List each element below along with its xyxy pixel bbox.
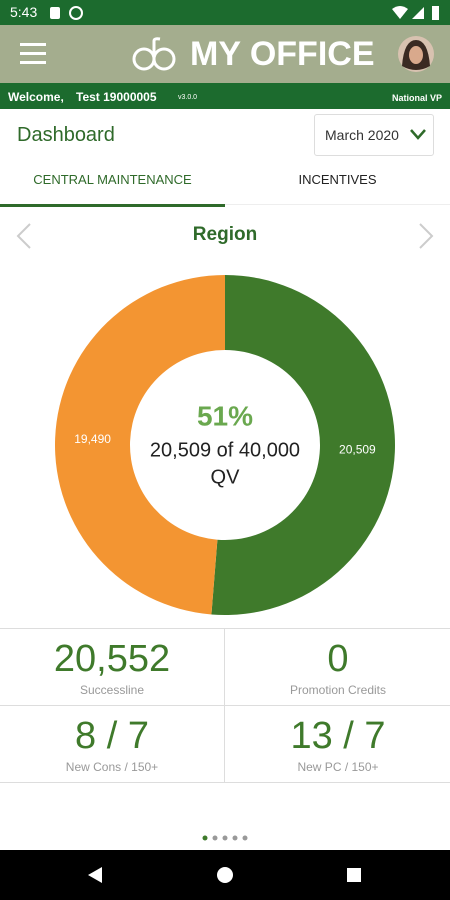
logo <box>132 37 176 71</box>
app-title: MY OFFICE <box>190 35 375 73</box>
welcome-bar: Welcome, Test 19000005 v3.0.0 National V… <box>0 83 450 109</box>
divider <box>0 705 450 706</box>
slice-label: 19,490 <box>74 432 111 446</box>
page-indicator <box>202 835 248 841</box>
nav-bar <box>0 850 450 900</box>
tab[interactable]: INCENTIVES <box>225 162 450 205</box>
status-time: 5:43 <box>10 4 38 20</box>
stat-value: 8 / 7 <box>75 715 149 757</box>
stat-value: 13 / 7 <box>290 715 386 757</box>
stat-value: 0 <box>327 638 349 680</box>
back-button[interactable] <box>88 867 102 883</box>
donut-slice <box>211 275 395 615</box>
stat-label: Successline <box>79 683 145 697</box>
stat-label: Promotion Credits <box>289 683 387 697</box>
avatar[interactable] <box>398 36 434 72</box>
divider <box>0 628 450 629</box>
page-title: Dashboard <box>17 124 115 146</box>
stat-label: New PC / 150+ <box>297 760 379 774</box>
welcome-label: Welcome, <box>8 90 64 104</box>
center-unit: QV <box>211 466 241 488</box>
version: v3.0.0 <box>178 94 198 101</box>
status-bar: 5:43 <box>0 0 450 25</box>
stat-tile: 20,552 Successline <box>0 629 224 705</box>
tab-label: CENTRAL MAINTENANCE <box>33 172 192 187</box>
status-right-icons <box>392 6 439 20</box>
month-label: March 2020 <box>325 127 399 143</box>
tab[interactable]: CENTRAL MAINTENANCE <box>0 162 225 207</box>
recents-button[interactable] <box>347 868 361 882</box>
app-header: MY OFFICE <box>0 25 450 83</box>
donut-chart: Region 20,509 19,490 51% 20,509 of 40,000 QV <box>16 223 434 615</box>
stat-label: New Cons / 150+ <box>65 760 159 774</box>
user-name: Test 19000005 <box>76 90 157 104</box>
donut-slice <box>54 275 225 615</box>
stat-tile: 13 / 7 New PC / 150+ <box>226 706 450 782</box>
stat-value: 20,552 <box>53 638 171 680</box>
tab-label: INCENTIVES <box>298 172 377 187</box>
status-icons <box>50 6 83 20</box>
next-arrow[interactable] <box>419 223 434 249</box>
stat-tile: 8 / 7 New Cons / 150+ <box>0 706 224 782</box>
divider <box>0 782 450 783</box>
month-selector[interactable]: March 2020 <box>314 114 434 156</box>
user-role: National VP <box>391 93 442 103</box>
prev-arrow[interactable] <box>16 223 31 249</box>
slice-label: 20,509 <box>339 442 376 456</box>
center-percent: 51% <box>197 400 253 431</box>
center-detail: 20,509 of 40,000 <box>150 439 300 461</box>
divider <box>224 628 225 782</box>
menu-button[interactable] <box>20 43 46 65</box>
dropdown-chevron <box>410 129 426 140</box>
home-button[interactable] <box>217 867 233 883</box>
chart-title: Region <box>193 224 257 245</box>
stat-tile: 0 Promotion Credits <box>226 629 450 705</box>
